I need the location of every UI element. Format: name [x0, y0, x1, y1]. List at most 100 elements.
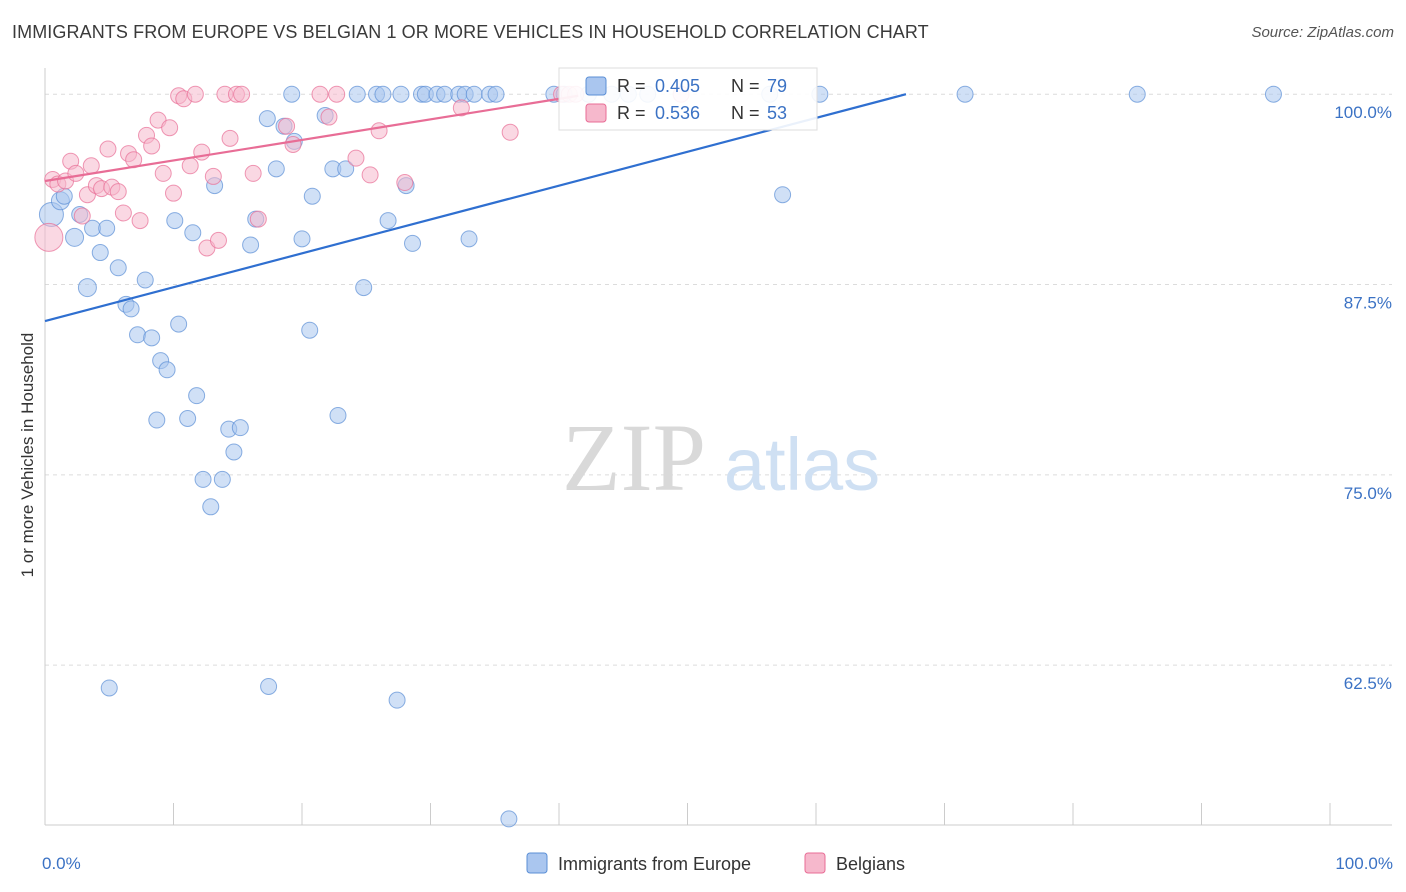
- data-point: [202, 498, 220, 516]
- series-legend: Immigrants from Europe Belgians: [526, 852, 905, 874]
- data-point: [501, 123, 519, 141]
- data-point: [122, 300, 140, 318]
- r-label: R =: [617, 76, 646, 96]
- data-point: [77, 278, 97, 298]
- data-point: [73, 207, 91, 225]
- data-point: [161, 119, 179, 137]
- r-value: 0.536: [655, 103, 700, 123]
- source-label: Source: ZipAtlas.com: [1251, 24, 1394, 41]
- legend-label: Immigrants from Europe: [558, 854, 751, 874]
- watermark-zip: ZIP: [562, 404, 706, 511]
- data-point: [244, 164, 262, 182]
- data-point: [242, 236, 260, 254]
- x-tick-label: 0.0%: [42, 854, 81, 873]
- watermark: ZIP atlas: [562, 404, 880, 511]
- trend-line: [44, 93, 907, 323]
- legend-label: Belgians: [836, 854, 905, 874]
- data-point: [337, 160, 355, 178]
- data-point: [148, 411, 166, 429]
- data-point: [165, 184, 182, 202]
- data-point: [209, 231, 227, 249]
- r-value: 0.405: [655, 76, 700, 96]
- data-point: [370, 122, 388, 140]
- data-point: [267, 160, 285, 178]
- data-point: [392, 85, 410, 103]
- data-point: [98, 219, 116, 237]
- legend-swatch: [804, 852, 826, 874]
- legend-swatch: [585, 103, 607, 123]
- data-point: [283, 85, 301, 103]
- data-point: [194, 470, 212, 488]
- legend-swatch: [585, 76, 607, 96]
- n-value: 53: [767, 103, 787, 123]
- data-point: [221, 129, 239, 147]
- data-point: [355, 279, 373, 297]
- watermark-atlas: atlas: [724, 423, 880, 506]
- data-point: [379, 212, 397, 230]
- data-point: [91, 244, 109, 262]
- data-point: [136, 271, 154, 289]
- data-point: [67, 164, 85, 182]
- grid-lines: [45, 93, 1392, 666]
- data-point: [301, 321, 319, 339]
- n-label: N =: [731, 103, 760, 123]
- data-point: [131, 212, 149, 230]
- y-tick-label: 75.0%: [1344, 484, 1392, 503]
- data-point: [204, 167, 222, 185]
- tick-labels: 62.5% 75.0% 87.5% 100.0% 0.0% 100.0%: [42, 103, 1393, 873]
- data-point: [311, 85, 329, 103]
- y-tick-label: 87.5%: [1344, 294, 1392, 313]
- data-point: [1128, 85, 1146, 103]
- data-point: [329, 406, 347, 424]
- data-point: [320, 108, 338, 126]
- data-point: [774, 186, 792, 204]
- data-point: [109, 259, 127, 277]
- data-point: [1264, 85, 1282, 103]
- trend-lines: [44, 93, 907, 323]
- chart-title: IMMIGRANTS FROM EUROPE VS BELGIAN 1 OR M…: [12, 22, 929, 42]
- data-point: [82, 157, 100, 175]
- y-tick-label: 100.0%: [1334, 103, 1392, 122]
- x-tick-label: 100.0%: [1335, 854, 1393, 873]
- data-point: [500, 810, 518, 828]
- data-point: [465, 85, 483, 103]
- data-point: [114, 204, 132, 222]
- data-point: [348, 85, 366, 103]
- correlation-legend-box: R = 0.405 N = 79 R = 0.536 N = 53: [558, 67, 818, 131]
- data-point: [181, 157, 199, 175]
- data-point: [260, 677, 278, 695]
- data-point: [179, 410, 197, 428]
- data-point: [34, 222, 64, 252]
- data-point: [249, 210, 267, 228]
- data-point: [487, 85, 505, 103]
- data-point: [154, 164, 172, 182]
- data-point: [166, 212, 184, 230]
- data-point: [361, 166, 379, 184]
- n-label: N =: [731, 76, 760, 96]
- data-point: [956, 85, 974, 103]
- n-value: 79: [767, 76, 787, 96]
- data-point: [278, 117, 296, 135]
- data-point: [170, 315, 188, 333]
- data-point: [225, 443, 243, 461]
- data-point: [303, 187, 321, 205]
- data-point: [143, 137, 161, 155]
- data-point: [258, 110, 276, 128]
- data-point: [460, 230, 478, 248]
- data-point: [284, 135, 302, 153]
- axes: [44, 68, 1392, 826]
- data-point: [404, 234, 422, 252]
- data-point: [452, 99, 470, 117]
- data-point: [388, 691, 406, 709]
- data-point: [188, 387, 206, 405]
- data-point: [65, 227, 85, 247]
- data-point: [129, 326, 147, 344]
- legend-swatch: [526, 852, 548, 874]
- data-point: [347, 149, 365, 167]
- data-point: [233, 85, 251, 103]
- trend-line: [44, 94, 579, 183]
- r-label: R =: [617, 103, 646, 123]
- data-point: [328, 85, 346, 103]
- data-point: [396, 174, 414, 192]
